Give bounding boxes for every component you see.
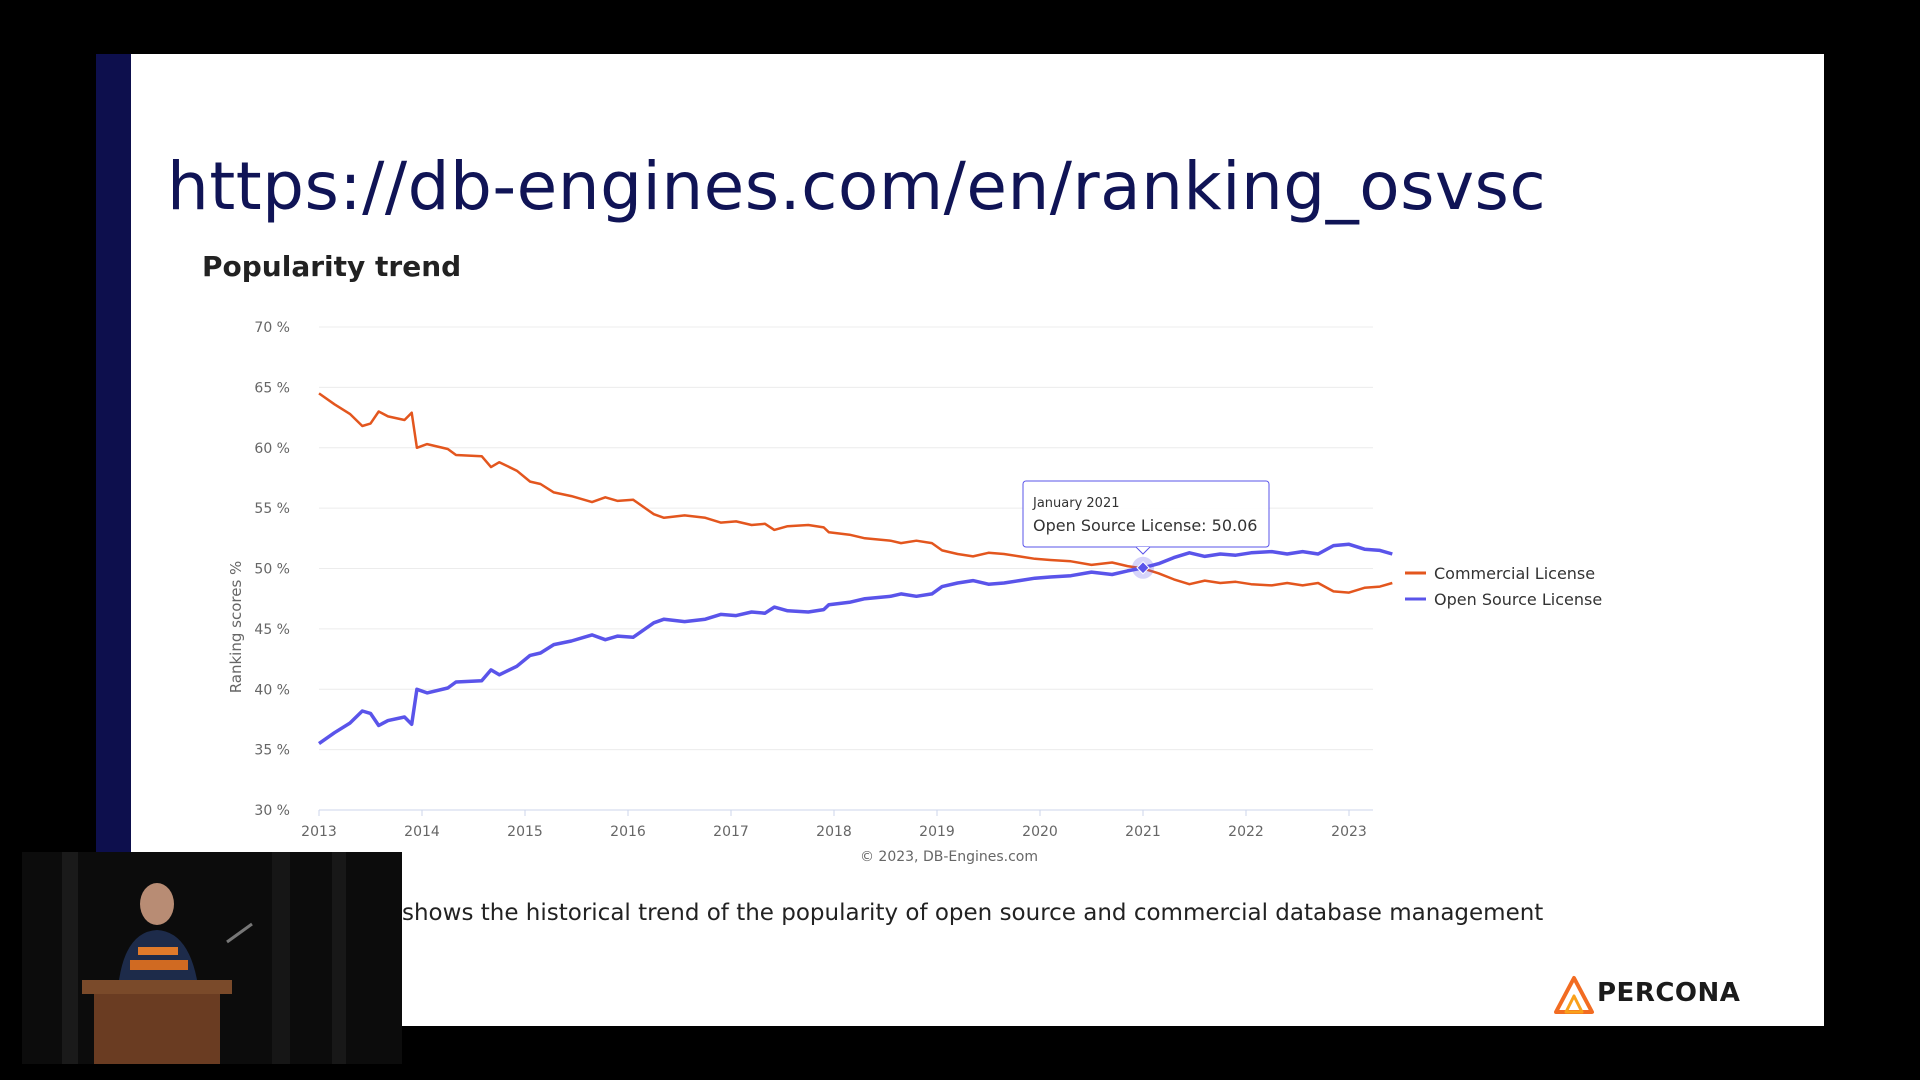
chart-legend: Commercial License Open Source License bbox=[1405, 564, 1602, 609]
x-tick-label: 2013 bbox=[301, 824, 337, 840]
percona-logo: PERCONA bbox=[1552, 974, 1742, 1014]
x-tick-label: 2015 bbox=[507, 824, 543, 840]
y-axis-label: Ranking scores % bbox=[227, 561, 245, 694]
y-tick-label: 70 % bbox=[254, 320, 290, 336]
tooltip-pointer bbox=[1135, 546, 1151, 555]
series-line-commercial bbox=[318, 392, 1393, 594]
y-tick-label: 50 % bbox=[254, 562, 290, 578]
percona-logo-icon bbox=[1554, 976, 1594, 1014]
y-tick-label: 65 % bbox=[254, 380, 290, 396]
chart-tooltip: January 2021 Open Source License: 50.06 bbox=[1022, 480, 1270, 579]
y-axis-ticks: 30 % 35 % 40 % 45 % 50 % 55 % 60 % 65 % 70 % bbox=[254, 320, 290, 819]
y-tick-label: 35 % bbox=[254, 743, 290, 759]
chart-heading: Popularity trend bbox=[202, 250, 462, 283]
x-tick-label: 2023 bbox=[1331, 824, 1367, 840]
x-tick-label: 2014 bbox=[404, 824, 440, 840]
slide-caption: shows the historical trend of the popula… bbox=[402, 900, 1544, 926]
x-tick-label: 2016 bbox=[610, 824, 646, 840]
slide-url-title: https://db-engines.com/en/ranking_osvsc bbox=[167, 148, 1547, 225]
y-tick-label: 60 % bbox=[254, 441, 290, 457]
x-tick-label: 2017 bbox=[713, 824, 749, 840]
y-tick-label: 55 % bbox=[254, 501, 290, 517]
y-tick-label: 40 % bbox=[254, 682, 290, 698]
chart-gridlines bbox=[319, 326, 1373, 811]
tooltip-value: Open Source License: 50.06 bbox=[1033, 516, 1257, 535]
speaker-webcam-overlay bbox=[22, 852, 402, 1064]
y-tick-label: 30 % bbox=[254, 803, 290, 819]
x-tick-label: 2022 bbox=[1228, 824, 1264, 840]
percona-logo-text: PERCONA bbox=[1597, 978, 1741, 1008]
x-tick-label: 2020 bbox=[1022, 824, 1058, 840]
x-tick-label: 2019 bbox=[919, 824, 955, 840]
tooltip-box bbox=[1022, 480, 1270, 548]
chart-credit: © 2023, DB-Engines.com bbox=[860, 849, 1038, 865]
popularity-chart: 30 % 35 % 40 % 45 % 50 % 55 % 60 % 65 % 70 % 201… bbox=[227, 320, 1602, 865]
series-line-open-source bbox=[317, 542, 1393, 746]
chart-series bbox=[317, 392, 1393, 746]
x-axis-ticks: 2013 2014 2015 2016 2017 2018 2019 2020 2021 2022… bbox=[301, 810, 1367, 840]
speaker-video-frame bbox=[22, 852, 402, 1064]
legend-item[interactable]: Commercial License bbox=[1434, 564, 1595, 583]
tooltip-date: January 2021 bbox=[1032, 496, 1120, 511]
legend-item[interactable]: Open Source License bbox=[1434, 590, 1602, 609]
x-tick-label: 2021 bbox=[1125, 824, 1161, 840]
hover-marker bbox=[1136, 561, 1150, 575]
x-tick-label: 2018 bbox=[816, 824, 852, 840]
y-tick-label: 45 % bbox=[254, 622, 290, 638]
